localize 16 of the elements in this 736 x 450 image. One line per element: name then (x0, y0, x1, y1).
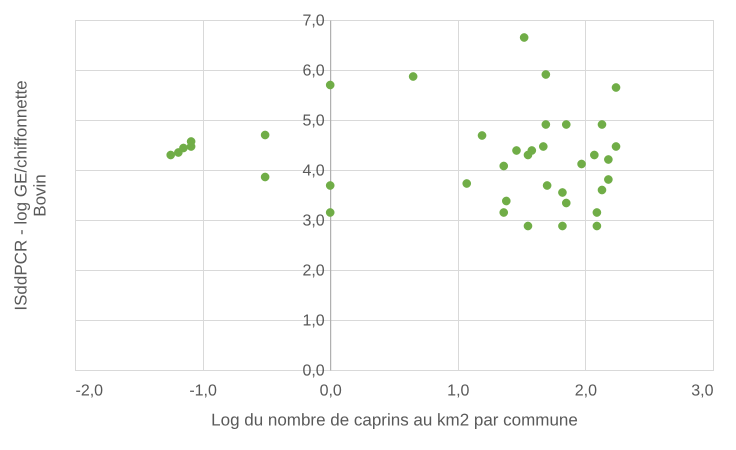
y-tick-label: 3,0 (302, 212, 325, 230)
x-tick-label: -2,0 (76, 382, 104, 400)
x-tick-label: 2,0 (574, 382, 598, 400)
x-axis-title: Log du nombre de caprins au km2 par commune (211, 410, 578, 430)
x-tick-label: -1,0 (189, 382, 217, 400)
x-tick-label: 0,0 (320, 382, 342, 400)
y-tick-label: 0,0 (302, 362, 325, 380)
y-tick-label: 2,0 (302, 262, 325, 280)
x-tick-label: 1,0 (447, 382, 470, 400)
y-axis-title: ISddPCR - log GE/chiffonnette Bovin (12, 80, 50, 311)
y-tick-label: 5,0 (302, 112, 325, 130)
y-tick-label: 4,0 (302, 162, 325, 180)
y-tick-label: 1,0 (302, 312, 325, 330)
x-tick-label: 3,0 (691, 382, 714, 400)
y-tick-label: 6,0 (302, 62, 325, 80)
y-tick-label: 7,0 (302, 12, 325, 30)
